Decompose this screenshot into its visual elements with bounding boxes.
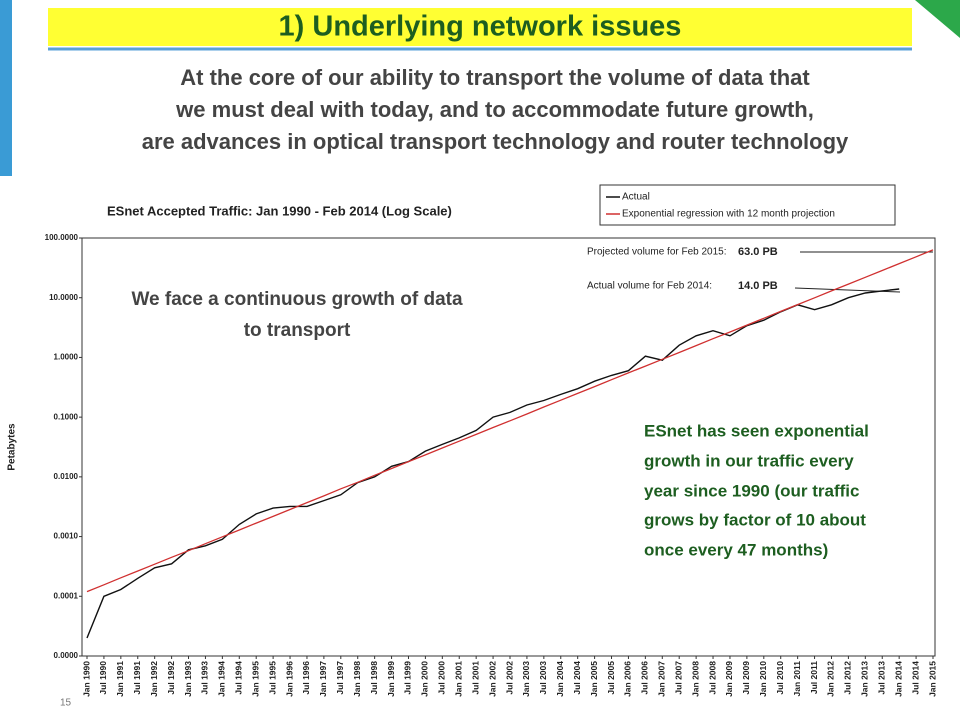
x-tick-label: Jan 1990 (81, 661, 91, 697)
x-tick-label: Jan 1993 (183, 661, 193, 697)
x-tick-label: Jan 2011 (792, 661, 802, 697)
overlay-text: to transport (244, 320, 351, 341)
x-tick-label: Jul 2003 (538, 661, 548, 695)
x-tick-label: Jan 2005 (589, 661, 599, 697)
x-tick-label: Jan 2012 (826, 661, 836, 697)
x-tick-label: Jul 2002 (504, 661, 514, 695)
x-tick-label: Jan 1995 (250, 661, 260, 697)
x-tick-label: Jul 2006 (640, 661, 650, 695)
x-tick-label: Jan 2001 (453, 661, 463, 697)
x-tick-label: Jan 1997 (318, 661, 328, 697)
x-tick-label: Jan 2009 (724, 661, 734, 697)
annotation: Projected volume for Feb 2015: (587, 247, 727, 258)
y-tick-label: 10.0000 (49, 293, 78, 302)
plot-frame (81, 237, 936, 657)
legend-label: Exponential regression with 12 month pro… (622, 209, 835, 220)
annotation-value: 14.0 PB (738, 280, 778, 292)
x-tick-label: Jan 1996 (284, 661, 294, 697)
x-tick-label: Jul 2009 (741, 661, 751, 695)
x-tick-label: Jul 2004 (572, 661, 582, 695)
x-tick-label: Jan 2000 (420, 661, 430, 697)
x-tick-label: Jul 2001 (470, 661, 480, 695)
x-tick-label: Jan 2006 (623, 661, 633, 697)
annotation-value: 63.0 PB (738, 246, 778, 258)
legend-box (599, 184, 896, 226)
x-tick-label: Jan 1991 (115, 661, 125, 697)
y-tick-label: 0.0000 (54, 651, 79, 660)
y-tick-label: 0.0010 (54, 532, 79, 541)
x-tick-label: Jan 2014 (893, 661, 903, 697)
annotation: Actual volume for Feb 2014: (587, 281, 712, 292)
overlay-text: We face a continuous growth of data (131, 289, 463, 310)
y-tick-label: 0.0001 (54, 591, 79, 600)
x-tick-label: Jan 2002 (487, 661, 497, 697)
legend-label: Actual (622, 192, 650, 203)
x-tick-label: Jul 2014 (910, 661, 920, 695)
x-tick-label: Jan 2004 (555, 661, 565, 697)
x-tick-label: Jan 2007 (657, 661, 667, 697)
x-tick-label: Jul 2007 (673, 661, 683, 695)
slide-title: 1) Underlying network issues (279, 11, 682, 43)
y-tick-label: 0.0100 (54, 472, 79, 481)
x-tick-label: Jan 1998 (352, 661, 362, 697)
series-line (86, 288, 900, 639)
x-tick-label: Jul 2012 (843, 661, 853, 695)
x-tick-label: Jul 1991 (132, 661, 142, 695)
x-tick-label: Jul 1999 (403, 661, 413, 695)
title-bar (48, 8, 912, 46)
x-tick-label: Jul 2005 (606, 661, 616, 695)
series-line (86, 249, 934, 593)
x-tick-label: Jan 1994 (217, 661, 227, 697)
x-tick-label: Jul 1993 (200, 661, 210, 695)
x-tick-label: Jan 2003 (521, 661, 531, 697)
x-tick-label: Jan 2015 (927, 661, 937, 697)
x-tick-label: Jul 1997 (335, 661, 345, 695)
x-tick-label: Jul 2000 (437, 661, 447, 695)
side-bar (0, 0, 12, 176)
x-tick-label: Jul 2008 (707, 661, 717, 695)
y-tick-label: 0.1000 (54, 412, 79, 421)
y-axis-label: Petabytes (7, 423, 18, 471)
x-tick-label: Jul 2013 (876, 661, 886, 695)
x-tick-label: Jan 2013 (860, 661, 870, 697)
note-text: year since 1990 (our traffic (644, 481, 859, 500)
note-text: grows by factor of 10 about (644, 510, 866, 529)
x-tick-label: Jul 1990 (98, 661, 108, 695)
note-text: once every 47 months) (644, 540, 828, 559)
x-tick-label: Jul 1998 (369, 661, 379, 695)
corner-triangle (915, 0, 960, 38)
body-line: At the core of our ability to transport … (180, 65, 810, 90)
x-tick-label: Jul 1996 (301, 661, 311, 695)
x-tick-label: Jan 1999 (386, 661, 396, 697)
chart-title: ESnet Accepted Traffic: Jan 1990 - Feb 2… (107, 203, 452, 218)
x-tick-label: Jul 1992 (166, 661, 176, 695)
x-tick-label: Jul 1994 (234, 661, 244, 695)
body-line: we must deal with today, and to accommod… (175, 97, 814, 122)
y-tick-label: 1.0000 (54, 353, 79, 362)
x-tick-label: Jul 2010 (775, 661, 785, 695)
x-tick-label: Jul 2011 (809, 661, 819, 694)
y-tick-label: 100.0000 (45, 233, 79, 242)
note-text: growth in our traffic every (644, 451, 854, 470)
x-tick-label: Jan 1992 (149, 661, 159, 697)
x-tick-label: Jul 1995 (267, 661, 277, 695)
body-line: are advances in optical transport techno… (142, 129, 849, 154)
x-tick-label: Jan 2010 (758, 661, 768, 697)
note-text: ESnet has seen exponential (644, 421, 869, 440)
page-number: 15 (60, 698, 72, 709)
x-tick-label: Jan 2008 (690, 661, 700, 697)
